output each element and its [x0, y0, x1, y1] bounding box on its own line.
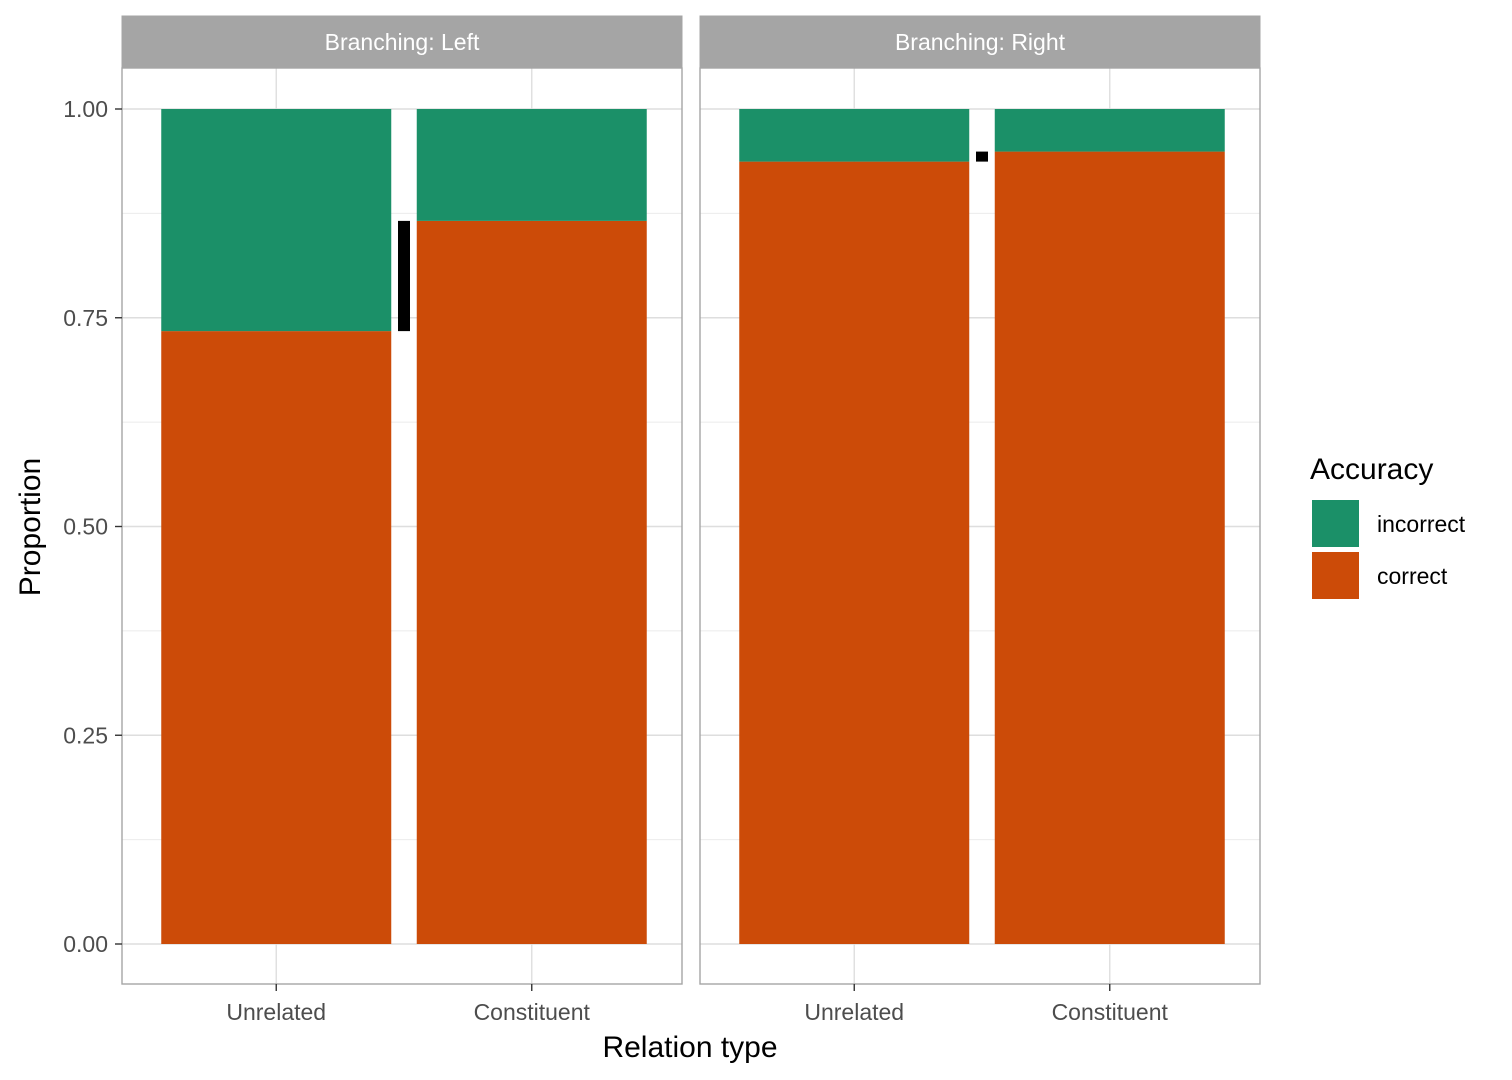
legend-title: Accuracy	[1310, 453, 1433, 486]
legend-key-incorrect	[1312, 500, 1359, 547]
facet-panel: Branching: Right Unrelated Constituent	[699, 15, 1261, 1025]
y-tick-label: 0.50	[63, 514, 108, 540]
facet-strip	[121, 15, 683, 69]
y-tick-label: 0.75	[63, 305, 108, 331]
bar-segment-correct	[416, 220, 647, 944]
legend-label-correct: correct	[1377, 563, 1448, 589]
y-tick-label: 1.00	[63, 96, 108, 122]
y-axis-title: Proportion	[14, 458, 47, 596]
bar-segment-correct	[161, 331, 392, 944]
x-axis-title: Relation type	[602, 1031, 777, 1064]
difference-bar	[976, 151, 988, 162]
bar-segment-correct	[739, 161, 970, 945]
difference-bar	[398, 220, 410, 332]
panel-border	[699, 67, 1261, 985]
x-tick-label: Constituent	[474, 999, 591, 1025]
bar-segment-incorrect	[994, 109, 1225, 152]
bar-segment-incorrect	[161, 109, 392, 332]
y-axis: 0.00 0.25 0.50 0.75 1.00	[63, 96, 122, 957]
facet-panel: Branching: Left Unrelated Constituent	[121, 15, 683, 1025]
legend-label-incorrect: incorrect	[1377, 511, 1466, 537]
facet-strip-label: Branching: Right	[895, 29, 1066, 55]
y-tick-label: 0.25	[63, 722, 108, 748]
y-tick-label: 0.00	[63, 931, 108, 957]
facet-strip	[699, 15, 1261, 69]
bar-segment-correct	[994, 151, 1225, 944]
legend: Accuracy incorrect correct	[1310, 453, 1466, 599]
x-tick-label: Constituent	[1052, 999, 1169, 1025]
legend-key-correct	[1312, 552, 1359, 599]
x-tick-label: Unrelated	[226, 999, 326, 1025]
bar-segment-incorrect	[416, 109, 647, 221]
x-tick-label: Unrelated	[804, 999, 904, 1025]
bar-segment-incorrect	[739, 109, 970, 162]
facet-strip-label: Branching: Left	[325, 29, 480, 55]
